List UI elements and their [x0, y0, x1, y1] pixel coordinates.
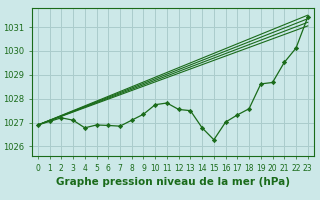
X-axis label: Graphe pression niveau de la mer (hPa): Graphe pression niveau de la mer (hPa) — [56, 177, 290, 187]
